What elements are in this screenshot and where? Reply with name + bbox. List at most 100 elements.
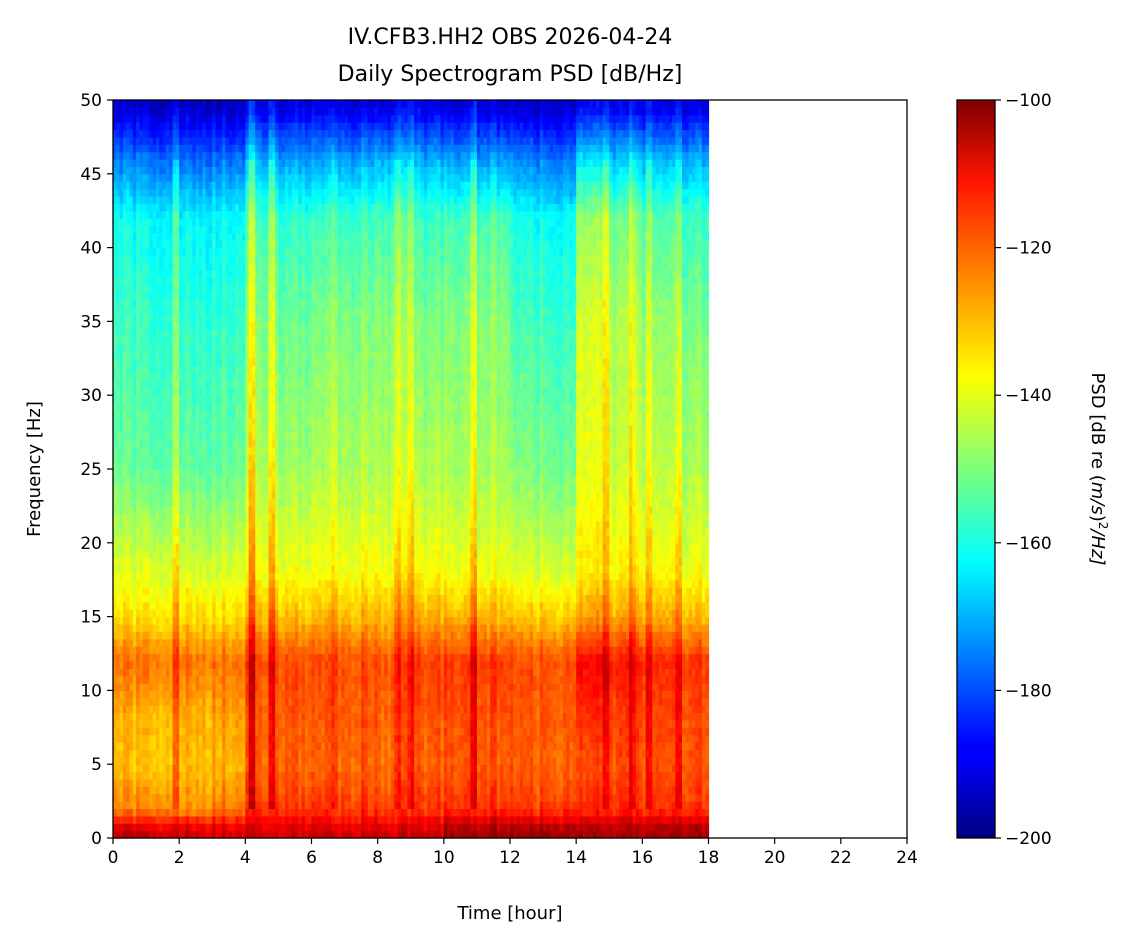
- heatmap-cell: [142, 756, 147, 765]
- heatmap-cell: [159, 247, 164, 256]
- heatmap-cell: [245, 424, 250, 433]
- heatmap-cell: [165, 409, 170, 418]
- heatmap-cell: [225, 306, 230, 315]
- heatmap-cell: [248, 505, 253, 514]
- heatmap-cell: [132, 181, 137, 190]
- heatmap-cell: [142, 107, 147, 116]
- heatmap-cell: [119, 173, 124, 182]
- heatmap-cell: [212, 173, 217, 182]
- heatmap-cell: [152, 328, 157, 337]
- heatmap-cell: [225, 830, 230, 839]
- heatmap-cell: [116, 350, 121, 359]
- heatmap-cell: [205, 365, 210, 374]
- heatmap-cell: [235, 269, 240, 278]
- heatmap-cell: [139, 181, 144, 190]
- heatmap-cell: [185, 778, 190, 787]
- heatmap-cell: [129, 129, 134, 138]
- heatmap-cell: [179, 587, 184, 596]
- heatmap-cell: [182, 188, 187, 197]
- heatmap-cell: [162, 114, 167, 123]
- heatmap-cell: [149, 262, 154, 271]
- heatmap-cell: [218, 808, 223, 817]
- heatmap-cell: [238, 483, 243, 492]
- heatmap-cell: [175, 823, 180, 832]
- heatmap-cell: [146, 734, 150, 743]
- heatmap-cell: [185, 181, 190, 190]
- heatmap-cell: [242, 107, 246, 116]
- heatmap-cell: [222, 291, 227, 300]
- heatmap-cell: [116, 513, 121, 522]
- heatmap-cell: [225, 136, 230, 145]
- heatmap-cell: [185, 373, 190, 382]
- heatmap-cell: [248, 646, 253, 655]
- heatmap-cell: [162, 277, 167, 286]
- heatmap-cell: [228, 786, 233, 795]
- heatmap-cell: [149, 557, 154, 566]
- heatmap-cell: [195, 764, 200, 773]
- heatmap-cell: [156, 675, 160, 684]
- heatmap-cell: [251, 328, 256, 337]
- heatmap-cell: [156, 579, 160, 588]
- heatmap-cell: [159, 107, 164, 116]
- heatmap-cell: [152, 830, 157, 839]
- heatmap-cell: [152, 299, 157, 308]
- heatmap-cell: [248, 808, 253, 817]
- heatmap-cell: [113, 498, 117, 507]
- heatmap-cell: [113, 793, 117, 802]
- heatmap-cell: [238, 181, 243, 190]
- heatmap-cell: [116, 675, 121, 684]
- heatmap-cell: [146, 823, 150, 832]
- heatmap-cell: [242, 350, 246, 359]
- heatmap-cell: [116, 195, 121, 204]
- heatmap-cell: [136, 535, 141, 544]
- heatmap-cell: [142, 166, 147, 175]
- heatmap-cell: [172, 616, 177, 625]
- heatmap-cell: [156, 535, 160, 544]
- heatmap-cell: [202, 380, 207, 389]
- heatmap-cell: [169, 247, 174, 256]
- heatmap-cell: [139, 336, 144, 345]
- heatmap-cell: [271, 240, 276, 249]
- heatmap-cell: [146, 491, 150, 500]
- heatmap-cell: [235, 815, 240, 824]
- heatmap-cell: [192, 173, 197, 182]
- heatmap-cell: [146, 572, 150, 581]
- heatmap-cell: [228, 469, 233, 477]
- heatmap-cell: [179, 808, 184, 817]
- heatmap-cell: [268, 277, 273, 286]
- heatmap-cell: [175, 801, 180, 810]
- heatmap-cell: [129, 461, 134, 470]
- heatmap-cell: [265, 100, 270, 108]
- heatmap-cell: [208, 705, 213, 714]
- heatmap-cell: [261, 528, 266, 537]
- heatmap-cell: [142, 100, 147, 108]
- heatmap-cell: [146, 269, 150, 278]
- heatmap-cell: [238, 579, 243, 588]
- heatmap-cell: [162, 122, 167, 131]
- heatmap-cell: [205, 136, 210, 145]
- heatmap-cell: [132, 808, 137, 817]
- heatmap-cell: [149, 476, 154, 485]
- heatmap-cell: [242, 358, 246, 367]
- heatmap-cell: [265, 365, 270, 374]
- heatmap-cell: [162, 660, 167, 669]
- heatmap-cell: [199, 646, 203, 655]
- heatmap-cell: [162, 742, 167, 751]
- heatmap-cell: [238, 513, 243, 522]
- heatmap-cell: [113, 299, 117, 308]
- heatmap-cell: [251, 395, 256, 404]
- heatmap-cell: [235, 564, 240, 573]
- heatmap-cell: [242, 491, 246, 500]
- heatmap-cell: [156, 129, 160, 138]
- heatmap-cell: [175, 380, 180, 389]
- heatmap-cell: [268, 513, 273, 522]
- heatmap-cell: [136, 638, 141, 647]
- heatmap-cell: [129, 535, 134, 544]
- heatmap-cell: [218, 461, 223, 470]
- heatmap-cell: [218, 786, 223, 795]
- heatmap-cell: [228, 601, 233, 610]
- heatmap-cell: [126, 705, 131, 714]
- heatmap-cell: [182, 365, 187, 374]
- heatmap-cell: [275, 771, 280, 780]
- heatmap-cell: [271, 594, 276, 603]
